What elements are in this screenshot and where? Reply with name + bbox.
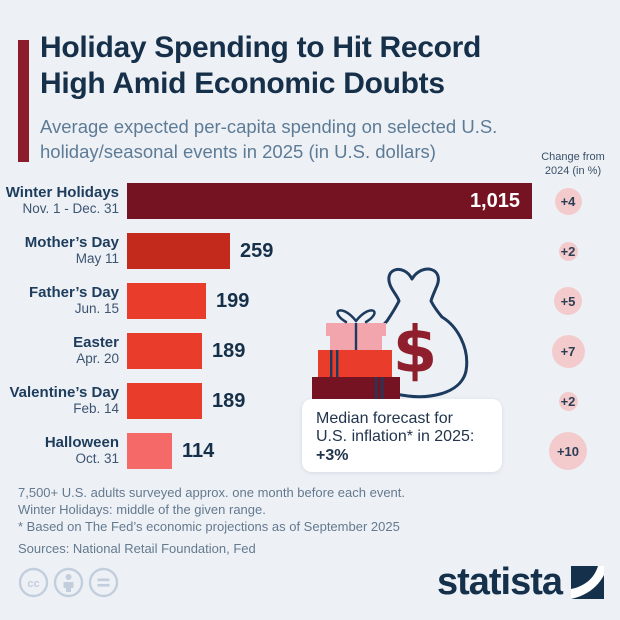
category-date: Oct. 31 [75,451,119,466]
gift-stack-icon [312,309,400,400]
category-label-block: Easter Apr. 20 [0,333,119,369]
statista-logo: statista [437,563,604,601]
chart-row-halloween: Halloween Oct. 31 114 +10 [0,432,620,483]
value-label: 189 [212,340,246,362]
no-derivatives-icon [88,567,119,598]
bar [127,333,202,369]
category-label-block: Mother’s Day May 11 [0,233,119,269]
title-accent-bar [18,40,29,162]
category-label-block: Halloween Oct. 31 [0,433,119,469]
chart-subtitle-line1: Average expected per-capita spending on … [40,116,498,137]
category-date: Jun. 15 [74,301,119,316]
category-label: Halloween [44,434,119,451]
chart-row-mothers-day: Mother’s Day May 11 259 +2 [0,233,620,283]
category-label: Easter [73,334,119,351]
chart-subtitle: Average expected per-capita spending on … [40,114,497,164]
category-label-block: Father’s Day Jun. 15 [0,283,119,319]
footnote-line1: 7,500+ U.S. adults surveyed approx. one … [18,485,405,500]
change-bubble: +10 [549,432,587,470]
attribution-icon [53,567,84,598]
footnote-line3: * Based on The Fed’s economic projection… [18,519,400,534]
category-label: Winter Holidays [5,184,119,201]
bar [127,183,532,219]
license-badges: cc [18,567,119,598]
value-label: 189 [212,390,246,412]
category-label: Mother’s Day [24,234,119,251]
change-bubble: +4 [554,187,582,215]
bar-chart: Winter Holidays Nov. 1 - Dec. 31 1,015 +… [0,183,620,483]
category-date: Apr. 20 [76,351,119,366]
bar [127,283,206,319]
change-column-header: Change from 2024 (in %) [528,151,618,178]
callout-line1: Median forecast for [316,410,453,427]
change-bubble: +5 [554,287,582,315]
change-column-header-line2: 2024 (in %) [544,164,602,177]
svg-text:cc: cc [27,578,39,590]
statista-logo-mark [571,565,604,599]
dollar-sign-icon: $ [393,314,438,388]
chart-row-easter: Easter Apr. 20 189 +7 [0,333,620,383]
category-date: May 11 [75,251,119,266]
page-title-line1: Holiday Spending to Hit Record [40,31,482,64]
bar [127,433,172,469]
footnote-line2: Winter Holidays: middle of the given ran… [18,502,266,517]
gifts-and-money-bag-illustration: $ [312,267,469,400]
change-column-header-line1: Change from [541,151,605,163]
chart-row-winter-holidays: Winter Holidays Nov. 1 - Dec. 31 1,015 +… [0,183,620,233]
category-date: Feb. 14 [73,401,119,416]
bar [127,233,230,269]
category-date: Nov. 1 - Dec. 31 [22,201,119,216]
category-label-block: Valentine’s Day Feb. 14 [0,383,120,419]
page-title-line2: High Amid Economic Doubts [40,67,445,100]
category-label-block: Winter Holidays Nov. 1 - Dec. 31 [0,183,119,219]
value-label: 199 [216,290,250,312]
change-bubble: +2 [558,241,578,261]
chart-row-fathers-day: Father’s Day Jun. 15 199 +5 [0,283,620,333]
change-bubble: +2 [558,391,578,411]
value-label: 259 [240,240,274,262]
value-label: 1,015 [469,190,520,212]
inflation-callout: Median forecast for U.S. inflation* in 2… [302,399,502,472]
value-label: 114 [182,440,215,462]
footnotes: 7,500+ U.S. adults surveyed approx. one … [18,484,405,557]
statista-wordmark: statista [436,561,563,603]
sources-line: Sources: National Retail Foundation, Fed [18,541,256,556]
callout-value: +3% [316,447,349,464]
callout-line2: U.S. inflation* in 2025: [316,427,475,445]
page-title: Holiday Spending to Hit Record High Amid… [40,30,481,102]
chart-subtitle-line2: holiday/seasonal events in 2025 (in U.S.… [40,141,436,162]
category-label: Father’s Day [28,284,119,301]
change-bubble: +7 [551,334,585,368]
chart-row-valentines-day: Valentine’s Day Feb. 14 189 +2 [0,383,620,433]
category-label: Valentine’s Day [9,384,120,401]
cc-icon: cc [18,567,49,598]
bar [127,383,202,419]
